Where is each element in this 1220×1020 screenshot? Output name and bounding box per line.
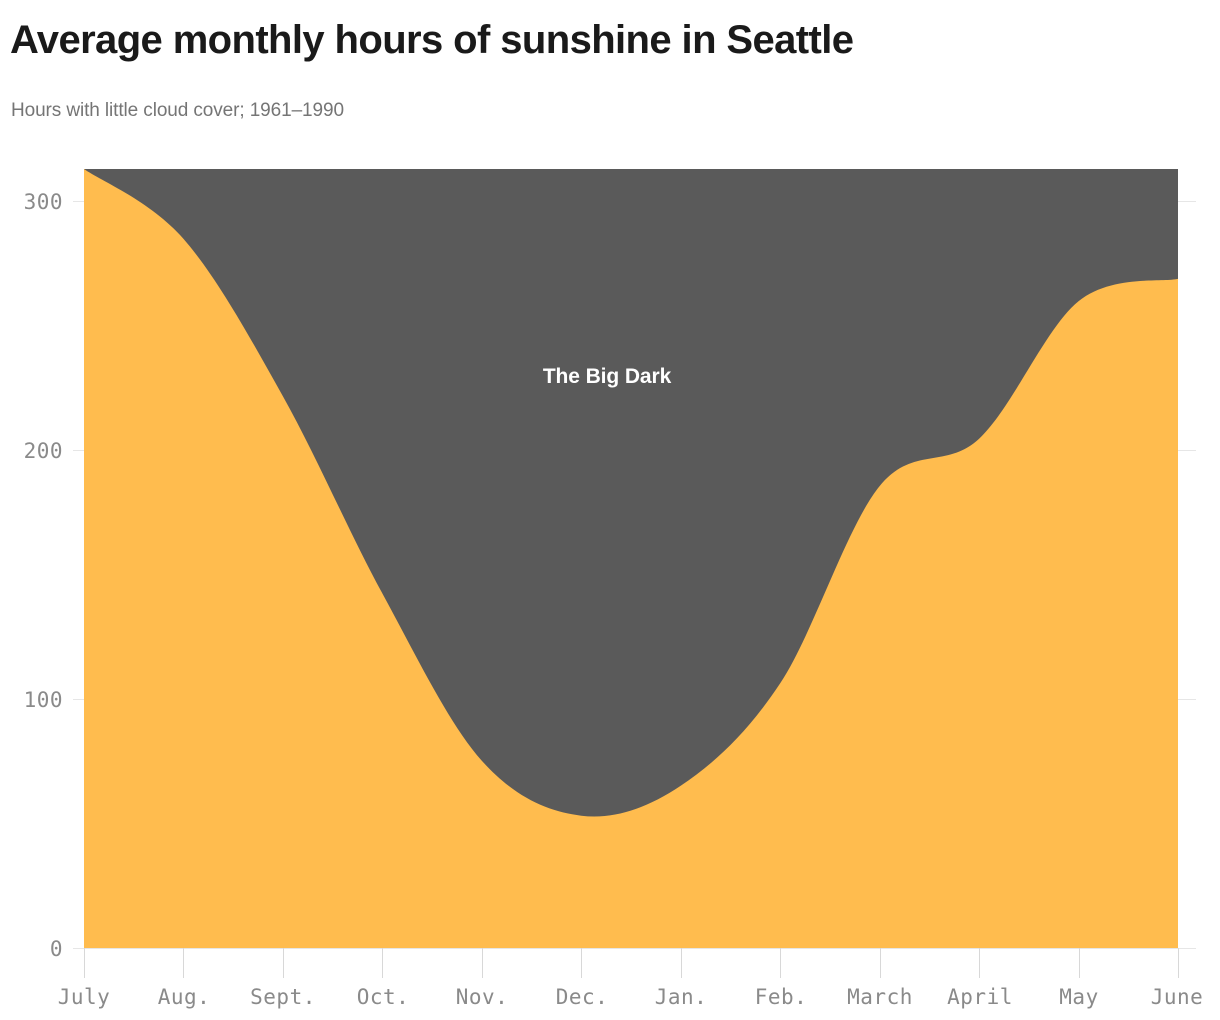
x-tick-label-march: March [847, 985, 913, 1009]
y-axis-labels: 300 200 100 0 [24, 190, 63, 961]
x-tick-label-oct: Oct. [357, 985, 410, 1009]
x-tick-label-may: May [1059, 985, 1098, 1009]
sunshine-area [84, 169, 1178, 948]
big-dark-annotation: The Big Dark [543, 365, 672, 388]
x-tick-label-nov: Nov. [456, 985, 509, 1009]
x-tickmarks [83, 948, 1180, 978]
x-tick-label-dec: Dec. [556, 985, 609, 1009]
page-title: Average monthly hours of sunshine in Sea… [10, 18, 854, 62]
y-tick-label-200: 200 [24, 439, 63, 463]
y-tick-label-0: 0 [50, 937, 63, 961]
chart-subtitle: Hours with little cloud cover; 1961–1990 [11, 100, 344, 121]
x-tick-label-aug: Aug. [158, 985, 211, 1009]
y-tick-label-100: 100 [24, 688, 63, 712]
x-tick-label-feb: Feb. [755, 985, 808, 1009]
y-tick-label-300: 300 [24, 190, 63, 214]
x-tick-label-jan: Jan. [655, 985, 708, 1009]
x-tick-label-april: April [947, 985, 1013, 1009]
x-tick-label-june: June [1151, 985, 1204, 1009]
x-tick-label-july: July [58, 985, 111, 1009]
x-tick-label-sept: Sept. [250, 985, 316, 1009]
x-axis-labels: July Aug. Sept. Oct. Nov. Dec. Jan. Feb.… [58, 985, 1204, 1009]
